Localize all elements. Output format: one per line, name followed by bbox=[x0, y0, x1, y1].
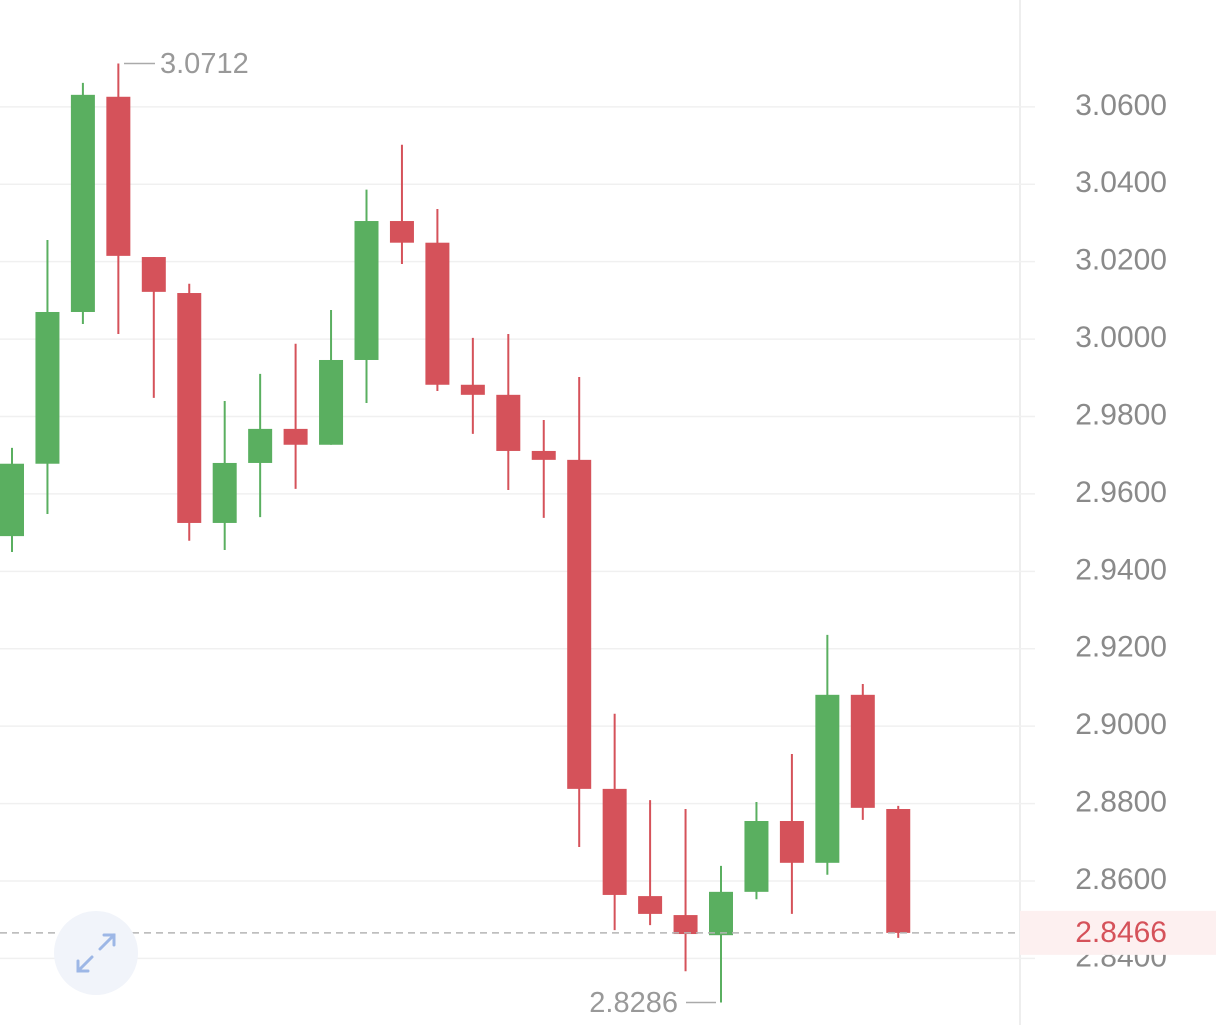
candle-body bbox=[425, 242, 450, 385]
candle-body bbox=[248, 428, 273, 463]
y-tick-label: 2.9400 bbox=[1075, 553, 1167, 586]
candle-body bbox=[779, 821, 804, 863]
min-label: 2.8286 bbox=[589, 987, 678, 1019]
candle-body bbox=[319, 359, 344, 445]
candle-body bbox=[673, 915, 698, 935]
y-tick-label: 3.0200 bbox=[1075, 244, 1167, 277]
candle-body bbox=[0, 463, 24, 537]
candle-body bbox=[283, 428, 308, 445]
candle-body bbox=[815, 694, 840, 863]
y-tick-label: 2.8800 bbox=[1075, 786, 1167, 819]
candle-body bbox=[567, 459, 592, 789]
candle-body bbox=[141, 257, 166, 292]
y-tick-label: 2.9000 bbox=[1075, 708, 1167, 741]
y-tick-label: 3.0400 bbox=[1075, 166, 1167, 199]
candle-body bbox=[744, 821, 769, 892]
y-tick-label: 2.9200 bbox=[1075, 631, 1167, 664]
candle-body bbox=[460, 384, 485, 395]
y-tick-label: 2.8600 bbox=[1075, 863, 1167, 896]
candle-body bbox=[177, 293, 202, 523]
candle-body bbox=[106, 96, 131, 256]
expand-bg bbox=[54, 911, 138, 995]
candle-body bbox=[35, 311, 60, 464]
candle-body bbox=[212, 462, 237, 523]
candle-body bbox=[709, 891, 733, 936]
y-tick-label: 2.9800 bbox=[1075, 398, 1167, 431]
candle-body bbox=[531, 450, 556, 460]
y-tick-label: 3.0000 bbox=[1075, 321, 1167, 354]
candle-body bbox=[602, 788, 627, 895]
max-label: 3.0712 bbox=[160, 48, 249, 80]
candle-body bbox=[354, 221, 379, 360]
candle-body bbox=[70, 94, 95, 312]
y-tick-label: 3.0600 bbox=[1075, 89, 1167, 122]
candle-body bbox=[886, 809, 911, 933]
last-price-label: 2.8466 bbox=[1075, 916, 1167, 949]
y-tick-label: 2.9600 bbox=[1075, 476, 1167, 509]
candle-body bbox=[389, 221, 414, 243]
expand-button[interactable] bbox=[54, 911, 138, 995]
expand-icon bbox=[76, 933, 116, 973]
candle-body bbox=[638, 896, 663, 914]
last-price-bg bbox=[1020, 910, 1216, 955]
candle-body bbox=[850, 694, 875, 808]
candle-body bbox=[496, 394, 521, 451]
